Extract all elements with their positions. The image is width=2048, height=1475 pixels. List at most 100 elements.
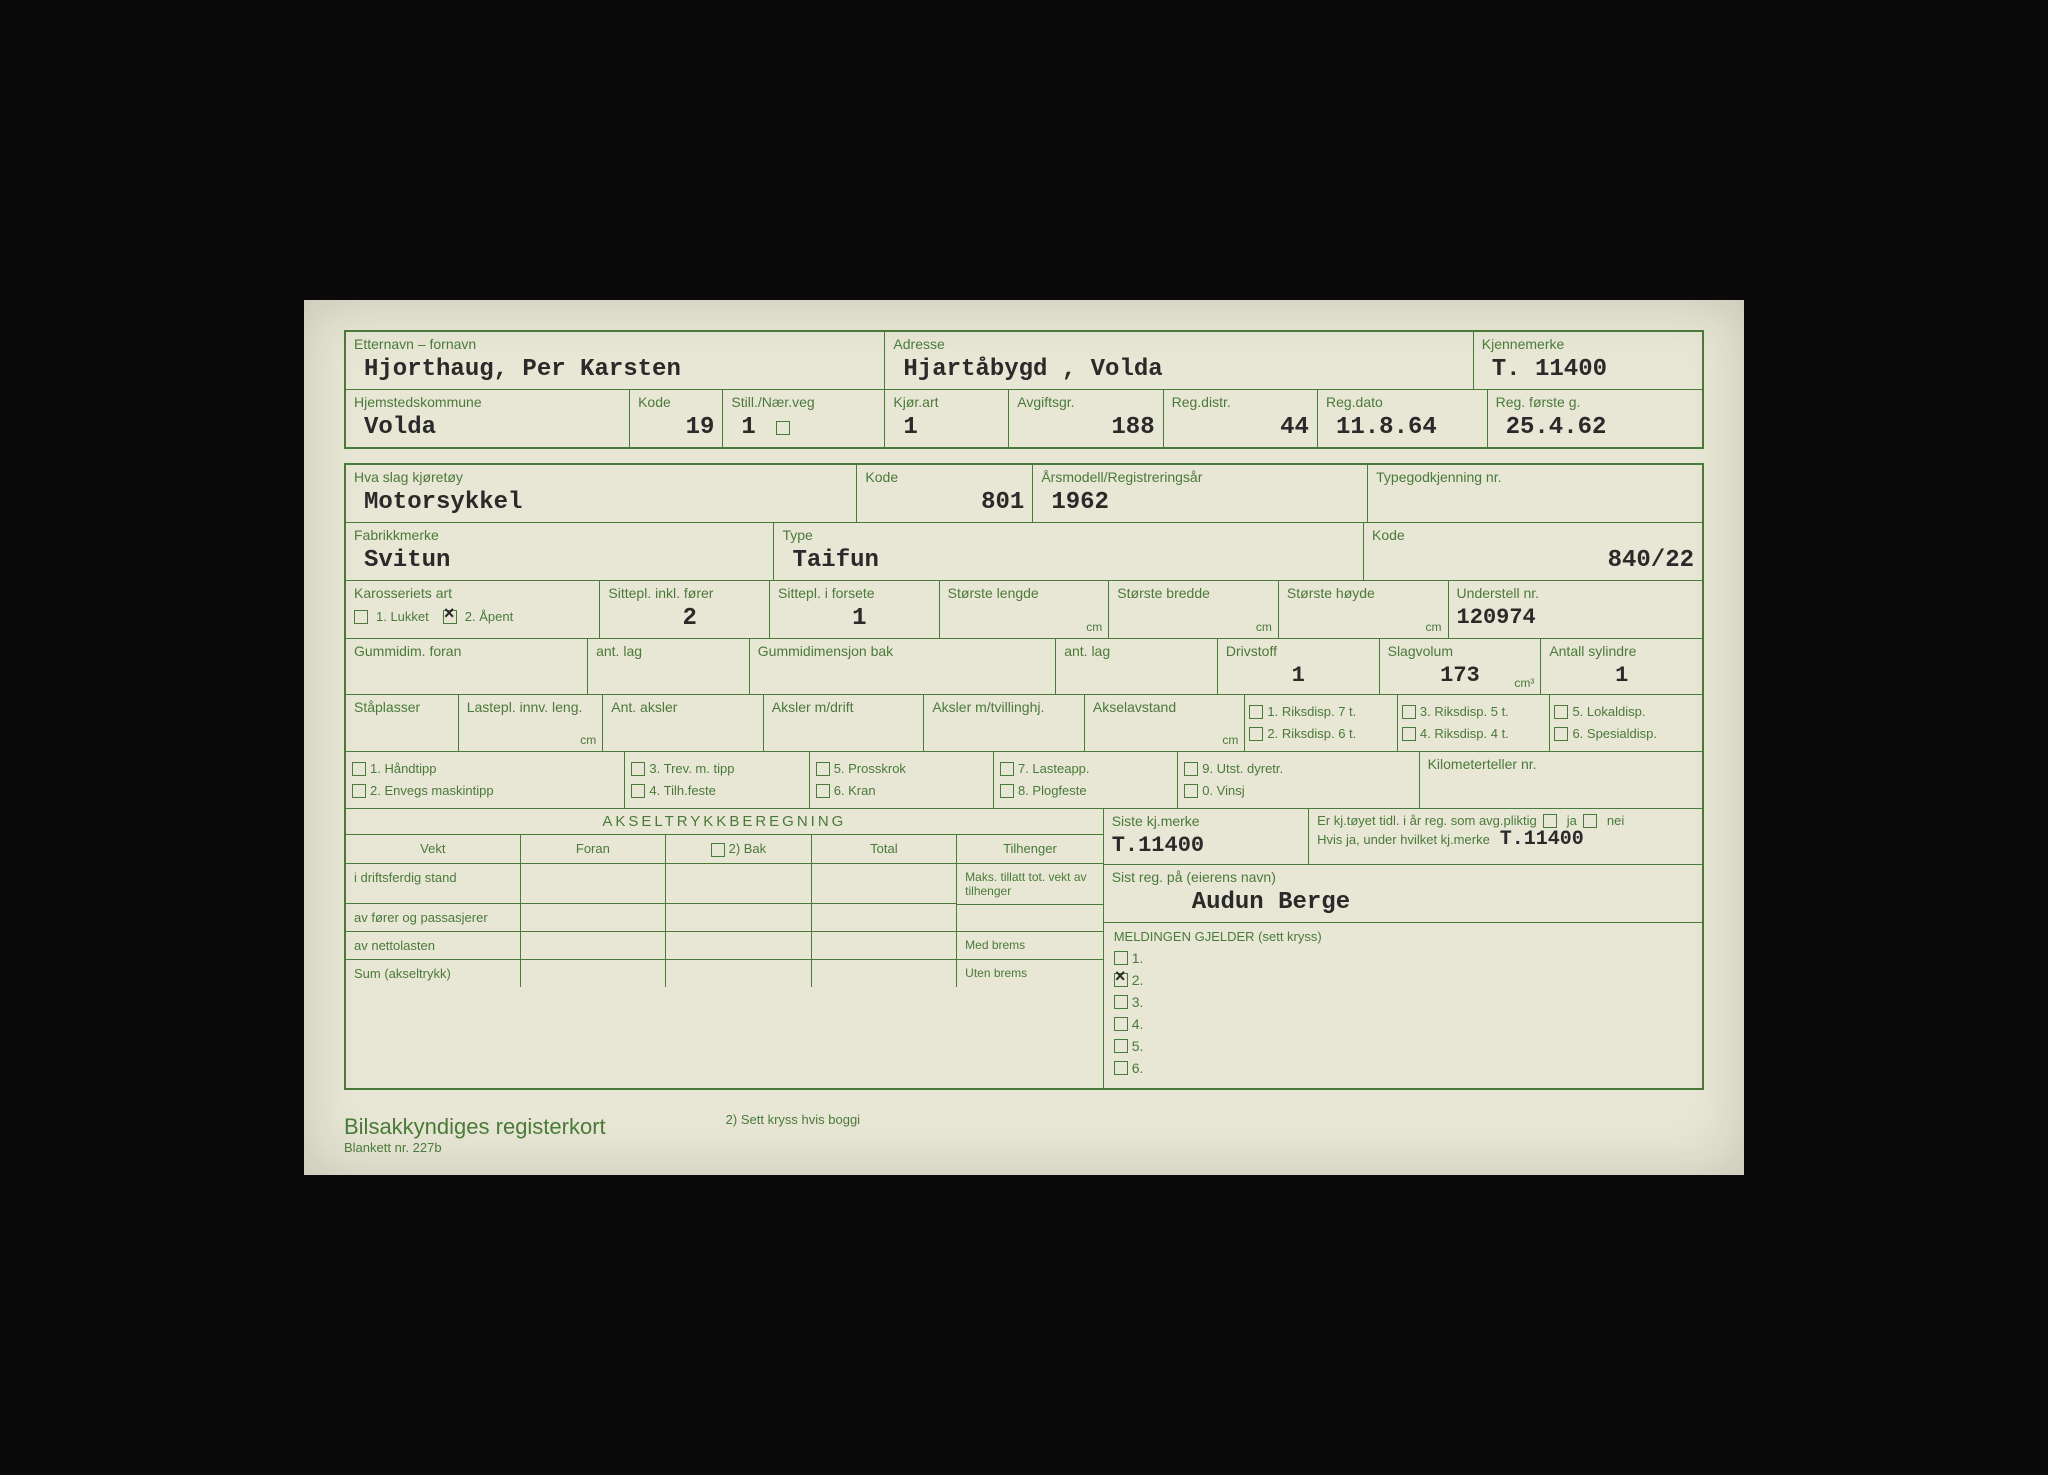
cell-kmteller: Kilometerteller nr. xyxy=(1420,751,1702,808)
checkbox-prosskrok[interactable] xyxy=(816,762,830,776)
label-kran: 6. Kran xyxy=(834,783,876,798)
checkbox-bak-boggi[interactable] xyxy=(711,843,725,857)
label-apent: 2. Åpent xyxy=(465,609,513,624)
value-type: Taifun xyxy=(782,547,1355,574)
checkbox-riksdisp7[interactable] xyxy=(1249,705,1263,719)
label-understell: Understell nr. xyxy=(1457,585,1694,601)
cell-d3 xyxy=(812,960,958,987)
cell-akslerdrift: Aksler m/drift xyxy=(764,694,925,751)
value-kjennemerke: T. 11400 xyxy=(1482,356,1694,383)
th-vekt: Vekt xyxy=(346,835,521,864)
value-name: Hjorthaug, Per Karsten xyxy=(354,356,876,383)
cell-tipp-d: 7. Lasteapp. 8. Plogfeste xyxy=(994,751,1178,808)
checkbox-lokaldisp[interactable] xyxy=(1554,705,1568,719)
checkbox-meld-4[interactable] xyxy=(1114,1017,1128,1031)
checkbox-spesialdisp[interactable] xyxy=(1554,727,1568,741)
cell-tipp-b: 3. Trev. m. tipp 4. Tilh.feste xyxy=(625,751,809,808)
label-kmteller: Kilometerteller nr. xyxy=(1428,756,1694,772)
register-card: Etternavn – fornavn Hjorthaug, Per Karst… xyxy=(304,300,1744,1175)
label-storste-bredde: Største bredde xyxy=(1117,585,1270,601)
cell-storste-bredde: Største bredde cm xyxy=(1109,580,1279,638)
cell-kjennemerke: Kjennemerke T. 11400 xyxy=(1474,332,1702,389)
section-vehicle: Hva slag kjøretøy Motorsykkel Kode 801 Å… xyxy=(344,463,1704,1090)
checkbox-trevmtipp[interactable] xyxy=(631,762,645,776)
label-gummibak: Gummidimensjon bak xyxy=(758,643,1047,659)
value-kode1: 19 xyxy=(638,414,714,441)
checkbox-vinsj[interactable] xyxy=(1184,784,1198,798)
label-prosskrok: 5. Prosskrok xyxy=(834,761,906,776)
cell-b1 xyxy=(521,904,667,932)
cell-fabrikk: Fabrikkmerke Svitun xyxy=(346,522,774,580)
footer: Bilsakkyndiges registerkort Blankett nr.… xyxy=(344,1104,1704,1155)
cell-type: Type Taifun xyxy=(774,522,1364,580)
checkbox-meld-6[interactable] xyxy=(1114,1061,1128,1075)
cell-storste-hoyde: Største høyde cm xyxy=(1279,580,1449,638)
checkbox-handtipp[interactable] xyxy=(352,762,366,776)
checkbox-plogfeste[interactable] xyxy=(1000,784,1014,798)
label-type: Type xyxy=(782,527,1355,543)
label-kode3: Kode xyxy=(1372,527,1694,543)
th-tilhenger: Tilhenger xyxy=(957,835,1103,864)
label-handtipp: 1. Håndtipp xyxy=(370,761,437,776)
cell-b3 xyxy=(812,904,958,932)
checkbox-kran[interactable] xyxy=(816,784,830,798)
cell-a3 xyxy=(812,864,958,904)
checkbox-tilhfeste[interactable] xyxy=(631,784,645,798)
label-nei: nei xyxy=(1607,813,1624,828)
checkbox-ja[interactable] xyxy=(1543,814,1557,828)
checkbox-riksdisp4[interactable] xyxy=(1402,727,1416,741)
label-lastepl: Lastepl. innv. leng. xyxy=(467,699,595,715)
cell-kode1: Kode 19 xyxy=(630,389,723,447)
value-sittepl-inkl: 2 xyxy=(608,605,761,632)
row-nettolast: av nettolasten xyxy=(346,932,521,960)
unit-cm-5: cm xyxy=(1222,733,1238,747)
cell-antlag1: ant. lag xyxy=(588,638,750,694)
label-avgiftsgr: Avgiftsgr. xyxy=(1017,394,1154,410)
aksel-title: AKSELTRYKKBEREGNING xyxy=(346,809,1103,835)
cell-blank-top xyxy=(957,904,1103,932)
checkbox-envegs[interactable] xyxy=(352,784,366,798)
cell-c2 xyxy=(666,932,812,960)
label-kjennemerke: Kjennemerke xyxy=(1482,336,1694,352)
checkbox-meld-1[interactable] xyxy=(1114,951,1128,965)
checkbox-stillnaer[interactable] xyxy=(776,421,790,435)
value-sistregpa: Audun Berge xyxy=(1112,889,1694,916)
cell-avgiftsgr: Avgiftsgr. 188 xyxy=(1009,389,1163,447)
cell-a1 xyxy=(521,864,667,904)
checkbox-apent[interactable] xyxy=(443,610,457,624)
checkbox-utstdyretr[interactable] xyxy=(1184,762,1198,776)
label-akslerdrift: Aksler m/drift xyxy=(772,699,916,715)
checkbox-meld-2[interactable] xyxy=(1114,973,1128,987)
row-driftsferdig: i driftsferdig stand xyxy=(346,864,521,904)
label-hjemsted: Hjemstedskommune xyxy=(354,394,621,410)
value-sistekjmerke: T.11400 xyxy=(1112,833,1300,858)
checkbox-riksdisp5[interactable] xyxy=(1402,705,1416,719)
right-block: Siste kj.merke T.11400 Er kj.tøyet tidl.… xyxy=(1104,809,1702,1088)
label-lasteapp: 7. Lasteapp. xyxy=(1018,761,1090,776)
label-ja: ja xyxy=(1567,813,1577,828)
label-fabrikk: Fabrikkmerke xyxy=(354,527,765,543)
cell-akslertvill: Aksler m/tvillinghj. xyxy=(924,694,1085,751)
checkbox-lukket[interactable] xyxy=(354,610,368,624)
cell-tipp-a: 1. Håndtipp 2. Envegs maskintipp xyxy=(346,751,625,808)
label-lukket: 1. Lukket xyxy=(376,609,429,624)
checkbox-lasteapp[interactable] xyxy=(1000,762,1014,776)
label-sittepl-for: Sittepl. i forsete xyxy=(778,585,931,601)
cell-makstillatt: Maks. tillatt tot. vekt av tilhenger xyxy=(957,864,1103,904)
label-typegodk: Typegodkjenning nr. xyxy=(1376,469,1694,485)
cell-storste-lengde: Største lengde cm xyxy=(940,580,1110,638)
value-regdistr: 44 xyxy=(1172,414,1309,441)
label-sittepl-inkl: Sittepl. inkl. fører xyxy=(608,585,761,601)
checkbox-riksdisp6[interactable] xyxy=(1249,727,1263,741)
th-foran: Foran xyxy=(521,835,667,864)
footer-title: Bilsakkyndiges registerkort xyxy=(344,1114,606,1140)
label-antaksler: Ant. aksler xyxy=(611,699,755,715)
checkbox-meld-3[interactable] xyxy=(1114,995,1128,1009)
cell-kjorart: Kjør.art 1 xyxy=(885,389,1009,447)
checkbox-nei[interactable] xyxy=(1583,814,1597,828)
label-storste-lengde: Største lengde xyxy=(948,585,1101,601)
checkbox-meld-5[interactable] xyxy=(1114,1039,1128,1053)
label-plogfeste: 8. Plogfeste xyxy=(1018,783,1087,798)
cell-gummiforan: Gummidim. foran xyxy=(346,638,588,694)
label-gummiforan: Gummidim. foran xyxy=(354,643,579,659)
